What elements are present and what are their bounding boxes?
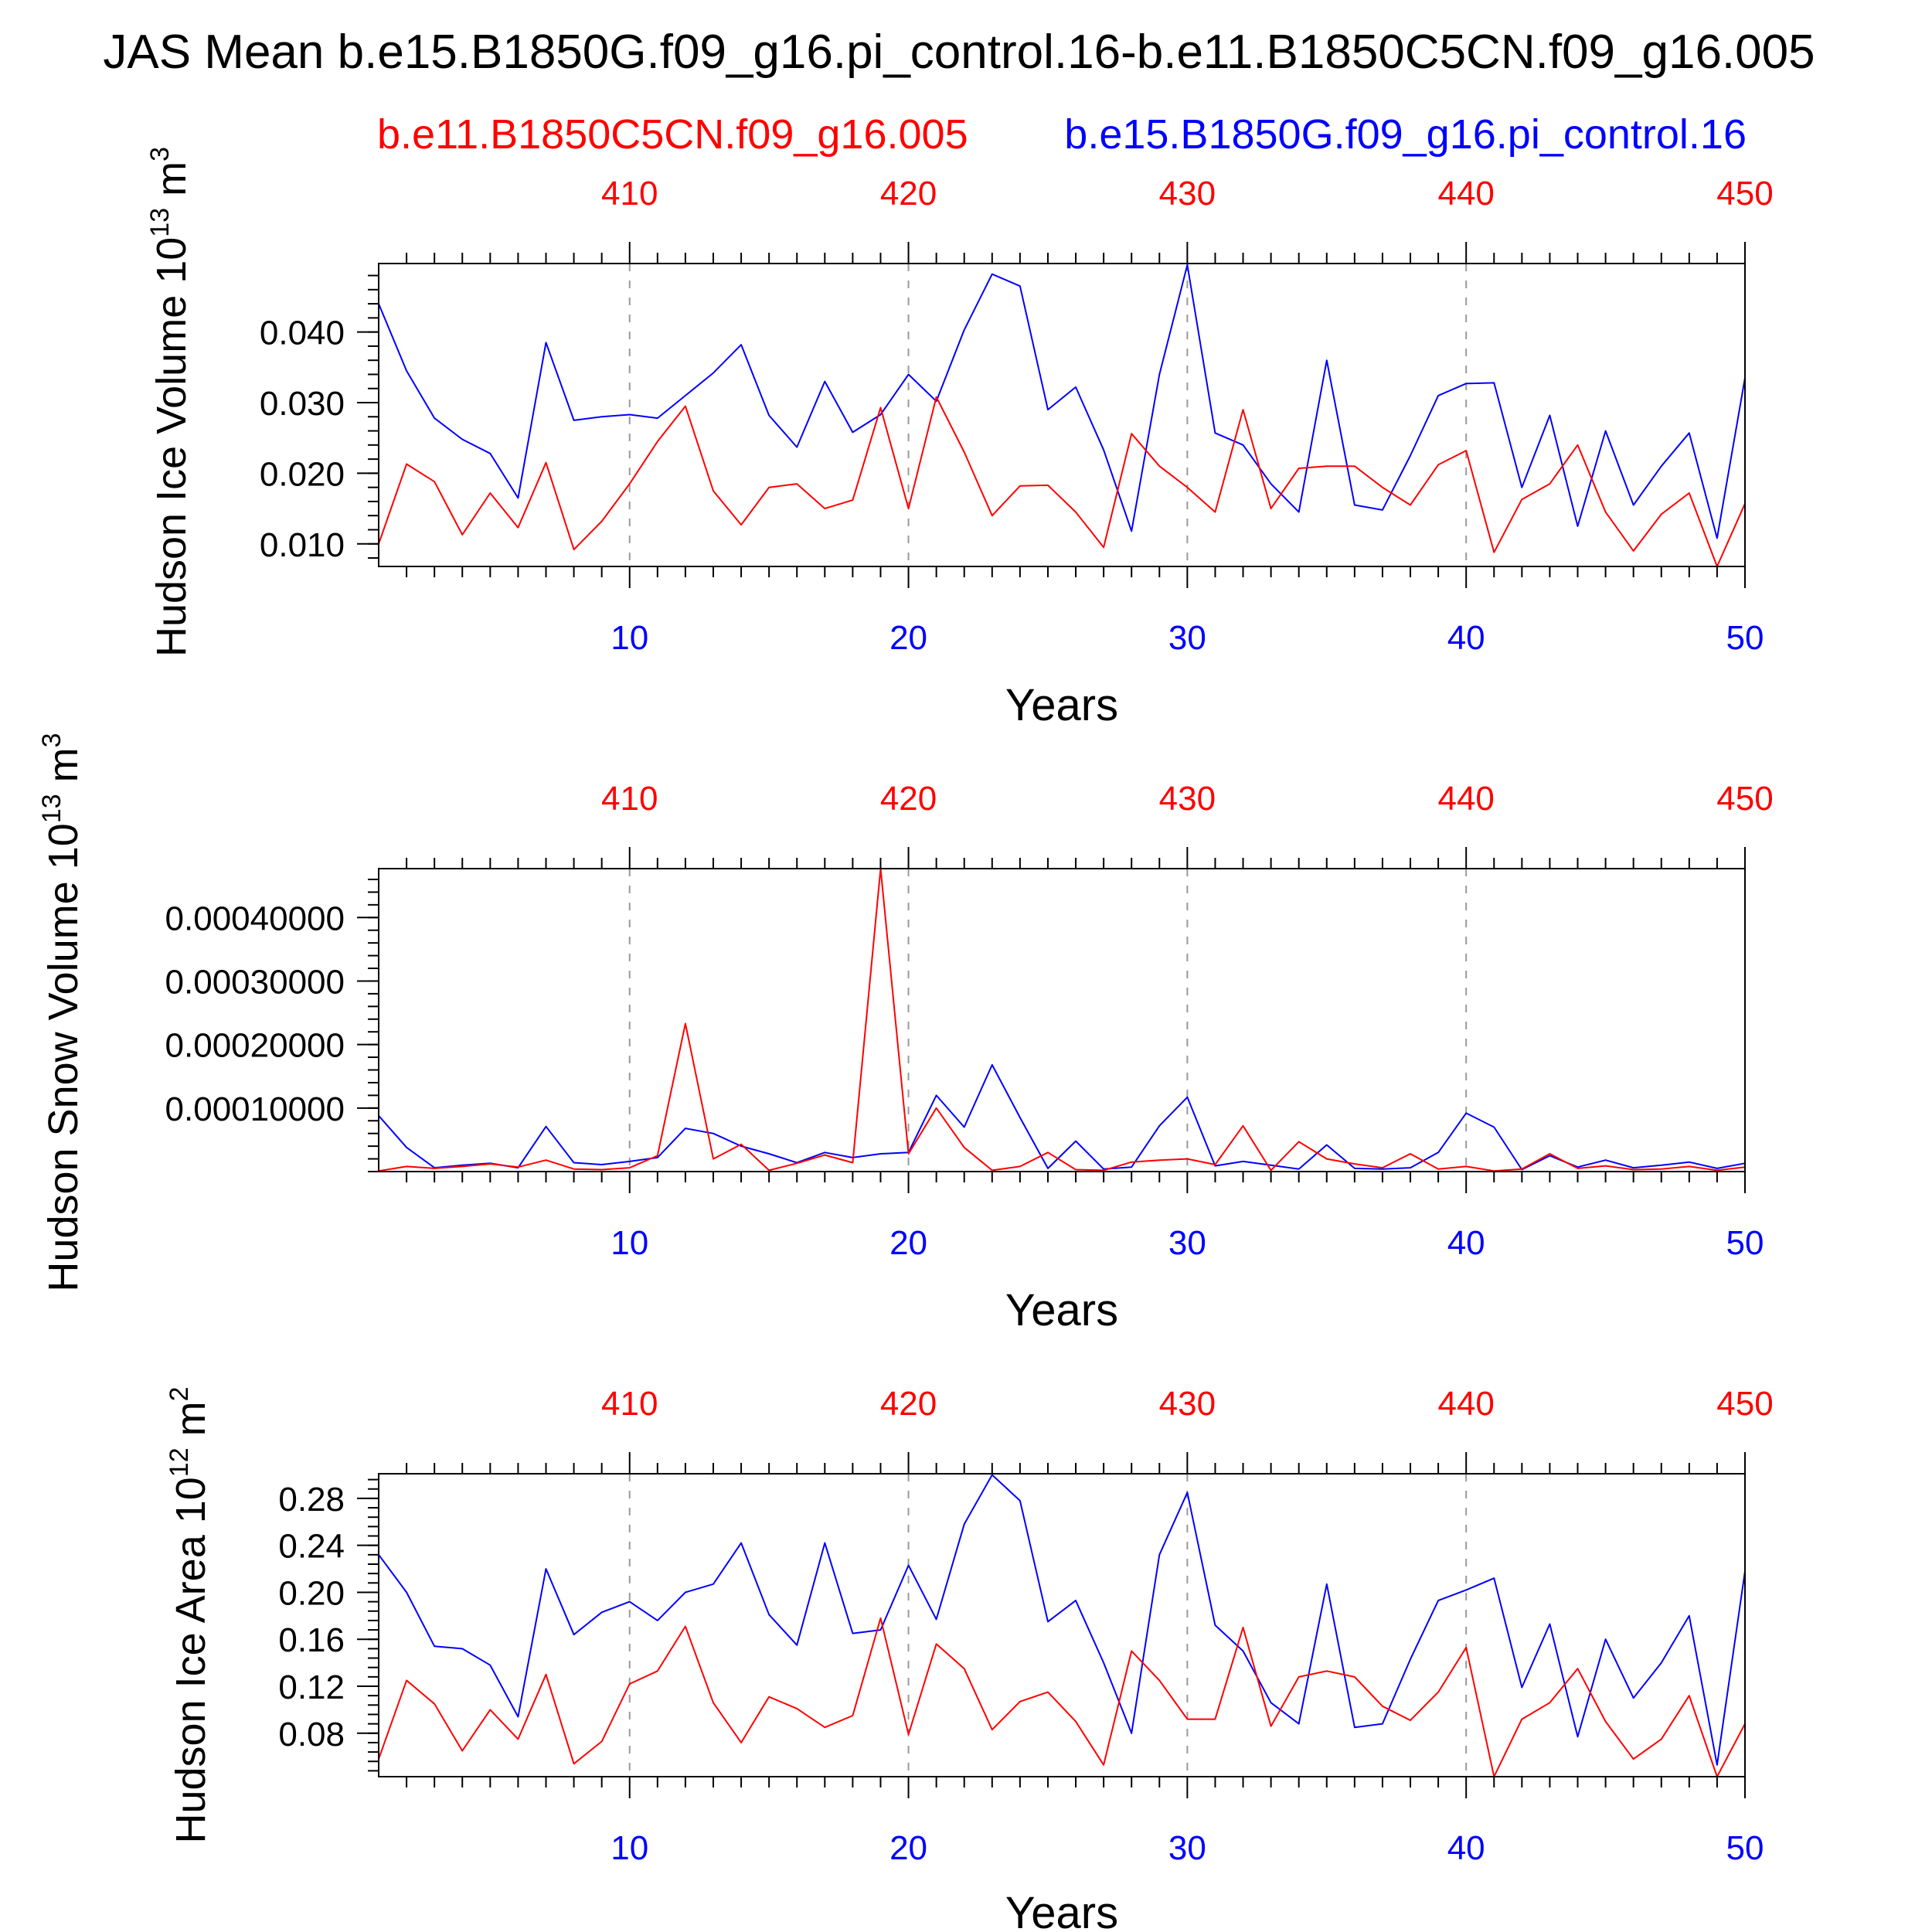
x-top-tick-label: 440	[1437, 1385, 1494, 1423]
x-top-tick-label: 420	[880, 780, 937, 818]
chart-panel-2: 10 410 20 420 30 430 40 440 50 450 0.00010000 0.000…	[37, 733, 1774, 1335]
series-line-red	[378, 868, 1746, 1172]
y-axis-title-part: Hudson Snow Volume 10	[40, 823, 87, 1291]
legend-blue-label: b.e15.B1850G.f09_g16.pi_control.16	[1064, 111, 1747, 158]
panels: 10 410 20 420 30 430 40 440 50 450 0.010 0.020 0.030…	[37, 147, 1774, 1932]
y-axis-title-part: Hudson Ice Area 10	[168, 1477, 214, 1843]
y-tick-label: 0.28	[278, 1481, 345, 1519]
plot-frame	[378, 868, 1746, 1172]
y-axis-title-superscript: 12	[165, 1447, 194, 1477]
x-top-tick-label: 430	[1159, 175, 1216, 213]
x-tick-label: 40	[1447, 619, 1485, 657]
y-tick-label: 0.16	[278, 1621, 345, 1659]
x-top-tick-label: 430	[1159, 780, 1216, 818]
x-top-tick-label: 440	[1437, 780, 1494, 818]
y-axis-title-superscript: 3	[145, 147, 175, 162]
y-axis-title: Hudson Ice Volume 1013 m3	[145, 147, 195, 657]
x-tick-label: 10	[611, 619, 648, 657]
series-line-red	[378, 396, 1746, 567]
x-top-tick-label: 410	[601, 175, 658, 213]
y-axis-title-superscript: 2	[165, 1386, 194, 1401]
chart-panel-1: 10 410 20 420 30 430 40 440 50 450 0.010 0.020 0.030…	[145, 147, 1774, 730]
series-line-blue	[378, 264, 1746, 539]
x-tick-label: 50	[1726, 1224, 1764, 1262]
series-line-red	[378, 1617, 1746, 1777]
y-axis-title-superscript: 13	[37, 794, 66, 823]
x-top-tick-label: 420	[880, 175, 937, 213]
y-axis-title: Hudson Ice Area 1012 m2	[165, 1386, 214, 1843]
y-tick-label: 0.00040000	[165, 900, 345, 937]
x-tick-label: 10	[611, 1224, 648, 1262]
y-tick-label: 0.040	[260, 315, 345, 352]
y-tick-label: 0.010	[260, 526, 345, 564]
x-top-tick-label: 450	[1716, 1385, 1773, 1423]
plot-frame	[378, 1473, 1746, 1777]
figure-title: JAS Mean b.e15.B1850G.f09_g16.pi_control…	[103, 26, 1815, 79]
series-line-blue	[378, 1474, 1746, 1766]
x-top-tick-label: 440	[1437, 175, 1494, 213]
chart-panel-3: 10 410 20 420 30 430 40 440 50 450 0.08 0.12 0.16 0.2…	[165, 1385, 1774, 1932]
x-top-tick-label: 420	[880, 1385, 937, 1423]
x-axis-title: Years	[1005, 1888, 1118, 1932]
x-top-tick-label: 410	[601, 1385, 658, 1423]
y-tick-label: 0.12	[278, 1668, 345, 1706]
x-top-tick-label: 430	[1159, 1385, 1216, 1423]
x-top-tick-label: 410	[601, 780, 658, 818]
x-tick-label: 10	[611, 1829, 648, 1867]
x-tick-label: 30	[1168, 1829, 1206, 1867]
x-top-tick-label: 450	[1716, 175, 1773, 213]
x-tick-label: 20	[889, 1224, 927, 1262]
y-axis-title-superscript: 13	[145, 208, 175, 237]
plot-frame	[378, 263, 1746, 567]
y-tick-label: 0.00010000	[165, 1090, 345, 1128]
legend-red-label: b.e11.B1850C5CN.f09_g16.005	[377, 111, 968, 158]
y-tick-label: 0.020	[260, 455, 345, 493]
y-tick-label: 0.030	[260, 385, 345, 423]
y-tick-label: 0.08	[278, 1716, 345, 1753]
x-axis-title: Years	[1005, 1285, 1118, 1335]
y-tick-label: 0.24	[278, 1528, 345, 1566]
y-axis-title-superscript: 3	[37, 733, 66, 747]
y-tick-label: 0.20	[278, 1574, 345, 1612]
x-top-tick-label: 450	[1716, 780, 1773, 818]
x-tick-label: 40	[1447, 1829, 1485, 1867]
x-tick-label: 50	[1726, 1829, 1764, 1867]
x-tick-label: 20	[889, 619, 927, 657]
x-tick-label: 30	[1168, 1224, 1206, 1262]
y-axis-title-part: Hudson Ice Volume 10	[148, 237, 195, 657]
x-tick-label: 20	[889, 1829, 927, 1867]
y-tick-label: 0.00020000	[165, 1027, 345, 1065]
x-tick-label: 50	[1726, 619, 1764, 657]
y-axis-title-part: m	[148, 162, 195, 208]
y-tick-label: 0.00030000	[165, 963, 345, 1001]
x-tick-label: 30	[1168, 619, 1206, 657]
y-axis-title-part: m	[40, 747, 87, 794]
x-tick-label: 40	[1447, 1224, 1485, 1262]
series-line-blue	[378, 1063, 1746, 1171]
y-axis-title-part: m	[168, 1401, 214, 1447]
x-axis-title: Years	[1005, 680, 1118, 730]
y-axis-title: Hudson Snow Volume 1013 m3	[37, 733, 87, 1291]
